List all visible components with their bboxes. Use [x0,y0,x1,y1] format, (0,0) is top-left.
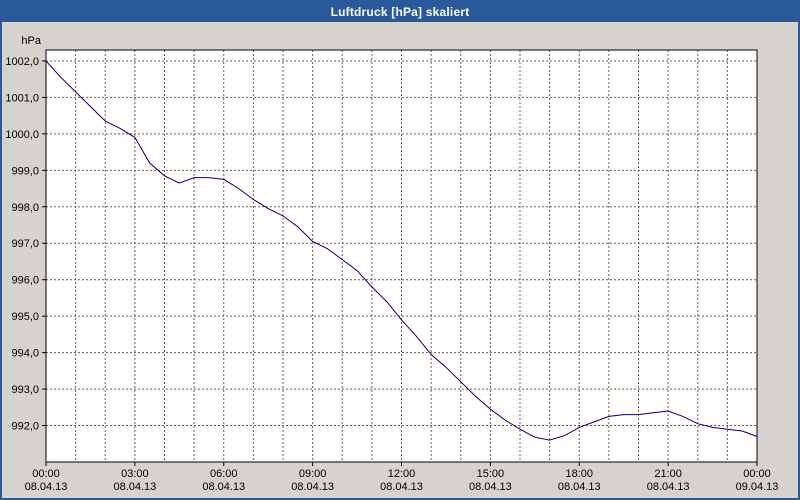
y-tick-label: 999,0 [11,165,39,177]
y-axis-unit-label: hPa [21,35,41,47]
y-tick-label: 992,0 [11,421,39,433]
y-tick-label: 1000,0 [5,129,39,141]
y-tick-label: 994,0 [11,348,39,360]
x-tick-date-label: 09.04.13 [736,481,779,493]
y-tick-label: 995,0 [11,311,39,323]
x-tick-time-label: 21:00 [654,468,682,480]
x-tick-time-label: 15:00 [477,468,505,480]
pressure-line [45,60,758,441]
x-tick-date-label: 08.04.13 [25,481,68,493]
chart-title: Luftdruck [hPa] skaliert [330,5,470,19]
x-tick-time-label: 03:00 [121,468,149,480]
x-tick-time-label: 12:00 [388,468,416,480]
y-tick-label: 1001,0 [5,92,39,104]
y-tick-label: 997,0 [11,238,39,250]
x-tick-time-label: 06:00 [210,468,238,480]
x-tick-date-label: 08.04.13 [380,481,423,493]
title-bar: Luftdruck [hPa] skaliert [2,2,798,22]
x-tick-date-label: 08.04.13 [113,481,156,493]
x-tick-date-label: 08.04.13 [291,481,334,493]
x-tick-date-label: 08.04.13 [647,481,690,493]
y-tick-label: 996,0 [11,275,39,287]
pressure-chart: 1002,0 1001,0 1000,0 999,0 998,0 997,0 996,0 99… [5,35,779,493]
x-tick-time-label: 09:00 [299,468,327,480]
x-tick-date-label: 08.04.13 [558,481,601,493]
x-tick-date-label: 08.04.13 [202,481,245,493]
y-tick-label: 1002,0 [5,56,39,68]
x-tick-time-label: 00:00 [743,468,771,480]
y-tick-label: 998,0 [11,202,39,214]
x-tick-time-label: 00:00 [32,468,60,480]
y-tick-label: 993,0 [11,384,39,396]
x-tick-date-label: 08.04.13 [469,481,512,493]
x-tick-time-label: 18:00 [565,468,593,480]
